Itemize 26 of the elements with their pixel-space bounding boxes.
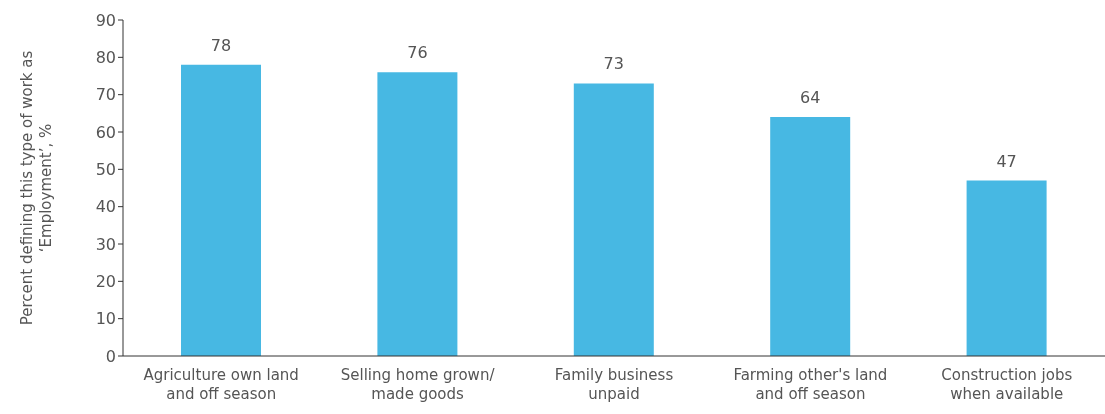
bar [377, 72, 458, 356]
y-tick-label: 30 [95, 234, 116, 254]
y-tick-label: 90 [95, 10, 116, 30]
y-tick-label: 20 [95, 272, 116, 292]
y-axis-title: Percent defining this type of work as ‘Employment’, % [18, 50, 55, 326]
y-tick-label: 60 [95, 122, 116, 142]
data-label: 76 [407, 43, 428, 63]
y-tick-label: 40 [95, 197, 116, 217]
data-label: 64 [800, 88, 821, 108]
bar [181, 64, 261, 356]
x-tick-label: Construction jobs when available [941, 366, 1073, 403]
x-tick-label: Farming other's land and off season [733, 366, 888, 403]
bar [573, 83, 654, 356]
data-label: 73 [603, 54, 624, 74]
bar [770, 117, 851, 356]
y-tick-label: 50 [95, 160, 116, 180]
bar [966, 180, 1047, 356]
y-tick-label: 0 [105, 346, 116, 366]
data-label: 78 [210, 35, 232, 55]
x-tick-label: Selling home grown/ made goods [340, 366, 496, 403]
y-tick-label: 70 [95, 85, 116, 105]
x-tick-label: Family business unpaid [554, 366, 674, 403]
x-tick-label: Agriculture own land and off season [143, 366, 299, 403]
data-label: 47 [996, 151, 1017, 171]
y-tick-label: 10 [95, 309, 116, 329]
y-tick-label: 80 [95, 48, 116, 68]
